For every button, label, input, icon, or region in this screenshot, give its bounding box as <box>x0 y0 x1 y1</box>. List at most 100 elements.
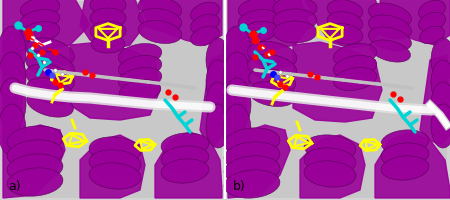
Ellipse shape <box>327 25 363 45</box>
Ellipse shape <box>238 0 278 19</box>
Ellipse shape <box>90 22 126 42</box>
Ellipse shape <box>248 55 297 82</box>
Ellipse shape <box>138 21 182 44</box>
Ellipse shape <box>333 44 377 67</box>
Ellipse shape <box>119 80 161 103</box>
Ellipse shape <box>248 82 296 107</box>
Ellipse shape <box>161 133 209 157</box>
Text: a): a) <box>8 179 21 192</box>
Ellipse shape <box>206 83 230 126</box>
Ellipse shape <box>431 39 450 83</box>
Polygon shape <box>293 43 382 122</box>
Polygon shape <box>375 132 450 198</box>
Polygon shape <box>305 0 385 49</box>
Ellipse shape <box>20 0 60 19</box>
Ellipse shape <box>27 78 73 105</box>
Ellipse shape <box>118 44 162 67</box>
Ellipse shape <box>431 104 450 148</box>
Ellipse shape <box>190 27 220 47</box>
Ellipse shape <box>248 69 296 94</box>
Ellipse shape <box>381 156 429 180</box>
Polygon shape <box>228 0 310 51</box>
Ellipse shape <box>206 61 230 104</box>
Ellipse shape <box>206 39 230 83</box>
Polygon shape <box>420 56 450 145</box>
Ellipse shape <box>369 16 411 40</box>
Polygon shape <box>80 135 145 198</box>
Ellipse shape <box>190 3 220 23</box>
Polygon shape <box>3 125 65 198</box>
Ellipse shape <box>118 56 162 79</box>
Ellipse shape <box>273 0 317 20</box>
Text: b): b) <box>233 179 246 192</box>
Ellipse shape <box>223 53 251 104</box>
Ellipse shape <box>7 126 63 154</box>
Ellipse shape <box>223 79 251 130</box>
Ellipse shape <box>224 170 280 198</box>
Ellipse shape <box>0 27 26 79</box>
Ellipse shape <box>7 168 63 196</box>
Ellipse shape <box>20 11 60 31</box>
Ellipse shape <box>0 104 26 156</box>
Bar <box>228 2 447 198</box>
Ellipse shape <box>138 9 182 32</box>
Polygon shape <box>3 0 90 51</box>
Ellipse shape <box>333 56 377 79</box>
Ellipse shape <box>89 137 141 163</box>
Ellipse shape <box>304 135 356 161</box>
Ellipse shape <box>27 91 73 118</box>
Ellipse shape <box>7 140 63 168</box>
Ellipse shape <box>223 104 251 156</box>
Ellipse shape <box>224 128 280 156</box>
Ellipse shape <box>327 13 363 33</box>
Ellipse shape <box>26 52 74 80</box>
Ellipse shape <box>381 130 429 154</box>
Ellipse shape <box>238 11 278 31</box>
Ellipse shape <box>161 146 209 170</box>
Ellipse shape <box>118 68 162 91</box>
Polygon shape <box>80 0 145 51</box>
Polygon shape <box>228 46 250 150</box>
Ellipse shape <box>26 65 74 93</box>
Ellipse shape <box>190 15 220 35</box>
Ellipse shape <box>89 163 141 189</box>
Ellipse shape <box>20 22 60 43</box>
Ellipse shape <box>7 154 63 182</box>
Ellipse shape <box>138 0 182 20</box>
Ellipse shape <box>431 61 450 104</box>
Polygon shape <box>228 125 290 198</box>
Ellipse shape <box>369 41 410 63</box>
Ellipse shape <box>91 36 125 54</box>
Ellipse shape <box>273 10 317 32</box>
Ellipse shape <box>304 148 356 174</box>
Bar <box>3 2 222 198</box>
Ellipse shape <box>90 9 126 29</box>
Ellipse shape <box>431 83 450 126</box>
Ellipse shape <box>224 142 280 170</box>
Polygon shape <box>380 0 450 46</box>
Polygon shape <box>3 46 25 150</box>
Ellipse shape <box>0 53 26 104</box>
Polygon shape <box>200 56 222 145</box>
Ellipse shape <box>224 156 280 184</box>
Polygon shape <box>70 43 160 120</box>
Polygon shape <box>300 135 365 198</box>
Ellipse shape <box>206 104 230 148</box>
Ellipse shape <box>89 150 141 176</box>
Ellipse shape <box>369 4 411 28</box>
Ellipse shape <box>238 22 278 43</box>
Polygon shape <box>155 132 222 198</box>
Ellipse shape <box>369 28 411 52</box>
Ellipse shape <box>26 39 74 67</box>
Ellipse shape <box>418 1 446 21</box>
Ellipse shape <box>161 159 209 183</box>
Ellipse shape <box>273 22 317 44</box>
Ellipse shape <box>327 1 363 21</box>
Ellipse shape <box>419 27 445 45</box>
Ellipse shape <box>0 79 26 130</box>
Ellipse shape <box>248 42 297 69</box>
Ellipse shape <box>223 27 251 79</box>
Ellipse shape <box>333 68 377 91</box>
Ellipse shape <box>304 161 356 187</box>
Ellipse shape <box>418 13 446 33</box>
